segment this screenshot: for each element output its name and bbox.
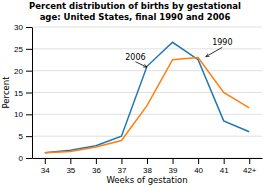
axis-domain <box>32 28 33 159</box>
tick-mark <box>147 158 148 164</box>
tick-label: 35 <box>66 166 75 175</box>
y-tick: 30 <box>14 23 32 32</box>
tick-mark <box>70 158 71 164</box>
tick-mark <box>26 49 32 50</box>
tick-label: 25 <box>14 45 23 54</box>
tick-label: 41 <box>220 166 229 175</box>
y-tick: 10 <box>14 110 32 119</box>
tick-label: 20 <box>14 67 23 76</box>
y-axis-title: Percent <box>1 76 11 109</box>
y-tick: 0 <box>19 154 32 163</box>
tick-label: 30 <box>14 23 23 32</box>
tick-mark <box>45 158 46 164</box>
series-group <box>45 42 249 152</box>
annotation-text: 2006 <box>125 53 145 62</box>
tick-mark <box>26 27 32 28</box>
annotation-text: 1990 <box>212 38 232 47</box>
plot: 34 35 36 37 38 39 40 41 42+ 0 5 10 15 20 25 30 2006 1990 <box>14 23 262 175</box>
grid-line <box>32 70 262 71</box>
tick-label: 37 <box>117 166 126 175</box>
title: Percent distribution of births by gestat… <box>29 1 241 22</box>
tick-label: 42+ <box>243 166 257 175</box>
tick-mark <box>26 158 32 159</box>
annotation-arrow <box>206 47 223 56</box>
y-tick: 5 <box>19 132 32 141</box>
x-tick: 41 <box>220 158 229 175</box>
tick-label: 10 <box>14 110 23 119</box>
grid-line <box>32 48 262 49</box>
y-tick: 15 <box>14 89 32 98</box>
annotation-arrow <box>135 62 147 67</box>
x-tick: 35 <box>66 158 75 175</box>
tick-mark <box>121 158 122 164</box>
tick-mark <box>198 158 199 164</box>
tick-mark <box>26 71 32 72</box>
tick-mark <box>96 158 97 164</box>
tick-mark <box>26 114 32 115</box>
tick-mark <box>26 136 32 137</box>
tick-label: 5 <box>19 132 24 141</box>
tick-mark <box>173 158 174 164</box>
y-tick: 20 <box>14 67 32 76</box>
tick-label: 38 <box>143 166 152 175</box>
tick-mark <box>249 158 250 164</box>
series-line <box>45 42 249 152</box>
tick-label: 36 <box>92 166 101 175</box>
grid-line <box>32 136 262 137</box>
tick-label: 34 <box>41 166 50 175</box>
grid-line <box>32 27 262 28</box>
x-tick: 38 <box>143 158 152 175</box>
grid-line <box>32 114 262 115</box>
x-tick: 34 <box>41 158 50 175</box>
tick-label: 40 <box>194 166 203 175</box>
tick-label: 15 <box>14 89 23 98</box>
grid-line <box>32 92 262 93</box>
chart: 34 35 36 37 38 39 40 41 42+ 0 5 10 15 20 25 30 2006 1990 W… <box>0 0 270 186</box>
tick-label: 39 <box>169 166 178 175</box>
annotations: 2006 1990 <box>125 38 232 67</box>
y-axis: 0 5 10 15 20 25 30 <box>14 23 32 163</box>
x-tick: 37 <box>117 158 126 175</box>
y-tick: 25 <box>14 45 32 54</box>
grid <box>32 27 262 158</box>
x-axis-title: Weeks of gestation <box>106 175 187 185</box>
series-line <box>45 58 249 153</box>
x-tick: 40 <box>194 158 203 175</box>
tick-mark <box>26 93 32 94</box>
x-tick: 39 <box>169 158 178 175</box>
x-axis: 34 35 36 37 38 39 40 41 42+ <box>33 158 263 175</box>
x-tick: 42+ <box>243 158 257 175</box>
x-tick: 36 <box>92 158 101 175</box>
tick-label: 0 <box>19 154 24 163</box>
tick-mark <box>224 158 225 164</box>
